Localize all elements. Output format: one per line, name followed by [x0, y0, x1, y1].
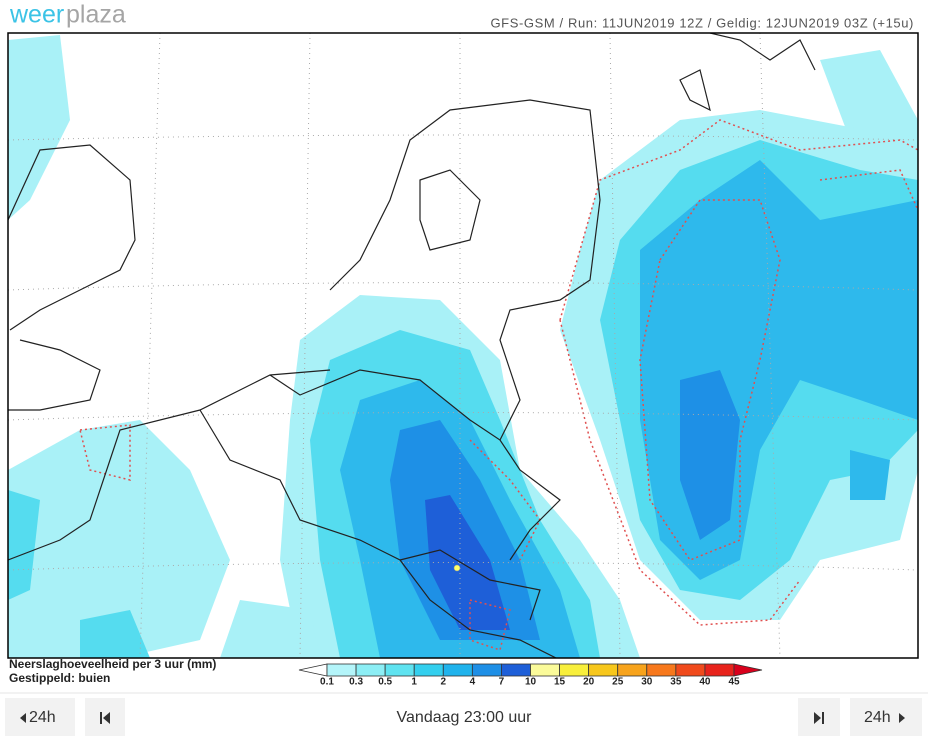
colorbar-segment — [501, 663, 531, 677]
colorbar-label: 10 — [525, 677, 537, 688]
logo-weer: weer — [9, 1, 64, 29]
back-label: 24h — [29, 709, 56, 726]
colorbar-label: 40 — [699, 677, 711, 688]
run-info: GFS-GSM / Run: 11JUN2019 12Z / Geldig: 1… — [490, 15, 914, 30]
colorbar-end — [733, 663, 763, 677]
colorbar-label: 1 — [411, 677, 417, 688]
colorbar-label: 15 — [554, 677, 566, 688]
current-time: Vandaag 23:00 uur — [397, 709, 533, 726]
colorbar-segment — [355, 663, 386, 677]
colorbar-label: 0.5 — [378, 677, 392, 688]
map — [7, 32, 919, 659]
colorbar-label: 20 — [583, 677, 595, 688]
colorbar-segment — [704, 663, 735, 677]
back-button[interactable]: 24h — [5, 698, 75, 736]
colorbar-segment — [384, 663, 415, 677]
colorbar-label: 45 — [728, 677, 740, 688]
colorbar-label: 0.3 — [349, 677, 363, 688]
colorbar: 0.1 0.3 0.5 1 2 4 7 10 15 20 25 30 35 40 45 — [298, 663, 763, 688]
colorbar-segment — [675, 663, 706, 677]
legend-title: Neerslaghoeveelheid per 3 uur (mm) — [9, 657, 216, 671]
colorbar-label: 30 — [641, 677, 653, 688]
colorbar-segment — [588, 663, 619, 677]
colorbar-segment — [617, 663, 648, 677]
legend-subtitle: Gestippeld: buien — [9, 671, 110, 685]
colorbar-label: 2 — [441, 677, 447, 688]
colorbar-label: 35 — [670, 677, 682, 688]
colorbar-label: 7 — [499, 677, 505, 688]
colorbar-segment — [530, 663, 560, 677]
colorbar-end — [298, 663, 328, 677]
forward-label: 24h — [864, 709, 891, 726]
colorbar-segment — [471, 663, 502, 677]
logo-plaza: plaza — [66, 1, 126, 29]
colorbar-label: 25 — [612, 677, 624, 688]
colorbar-segment — [326, 663, 357, 677]
colorbar-segment — [559, 663, 590, 677]
colorbar-label: 4 — [470, 677, 476, 688]
colorbar-segment — [413, 663, 444, 677]
colorbar-segment — [442, 663, 473, 677]
first-button[interactable] — [85, 698, 125, 736]
forward-button[interactable]: 24h — [850, 698, 922, 736]
last-button[interactable] — [798, 698, 840, 736]
colorbar-label: 0.1 — [320, 677, 334, 688]
colorbar-segment — [646, 663, 677, 677]
